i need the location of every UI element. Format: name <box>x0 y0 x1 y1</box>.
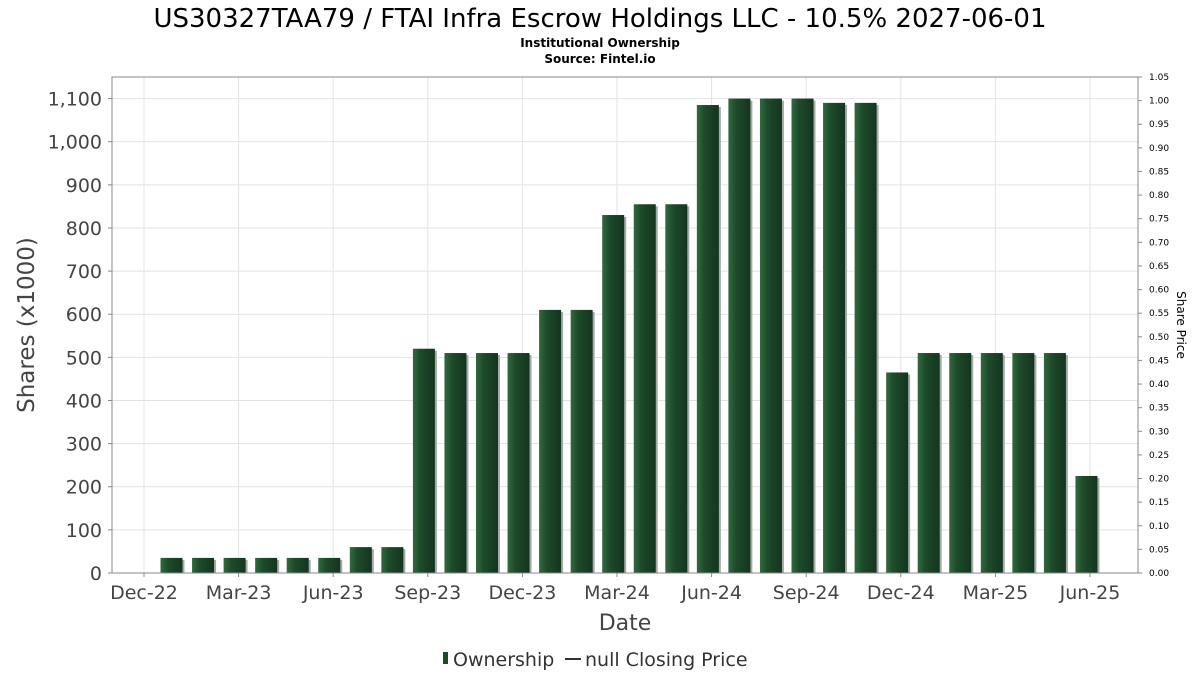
ownership-bar <box>728 98 751 573</box>
x-tick-label: Dec-24 <box>867 582 935 604</box>
y2-tick-label: 0.05 <box>1149 545 1169 555</box>
secondary-y-axis-label: Share Price <box>1174 291 1188 359</box>
x-tick-label: Mar-25 <box>963 582 1029 604</box>
ownership-bar <box>223 557 246 573</box>
ownership-bar <box>602 215 625 573</box>
y-tick-label: 800 <box>66 218 102 240</box>
y2-tick-label: 0.55 <box>1149 309 1169 319</box>
ownership-bar <box>1075 475 1098 573</box>
ownership-bar <box>1012 353 1035 573</box>
y-axis: 0 100 200 300 400 500 600 700 800 900 1,000 1,100 <box>48 89 112 585</box>
ownership-bar <box>823 102 846 573</box>
legend-ownership-label: Ownership <box>453 649 554 671</box>
bars <box>160 98 1100 573</box>
y2-tick-label: 0.85 <box>1149 167 1169 177</box>
y-tick-label: 200 <box>66 477 102 499</box>
ownership-bar <box>570 309 593 573</box>
ownership-bar <box>633 204 656 573</box>
y2-tick-label: 0.60 <box>1149 286 1169 296</box>
ownership-bar <box>318 557 341 573</box>
ownership-bar <box>286 557 309 573</box>
chart-subtitle: Institutional Ownership <box>520 36 680 50</box>
y2-tick-label: 0.20 <box>1149 475 1169 485</box>
chart-title: US30327TAA79 / FTAI Infra Escrow Holding… <box>153 4 1046 34</box>
plot-area <box>111 76 1139 574</box>
y-tick-label: 400 <box>66 390 102 412</box>
x-axis: Dec-22 Mar-23 Jun-23 Sep-23 Dec-23 Mar-24 Jun-… <box>110 573 1120 604</box>
y2-tick-label: 0.25 <box>1149 451 1169 461</box>
y2-tick-label: 0.15 <box>1149 498 1169 508</box>
y2-tick-label: 0.00 <box>1149 569 1169 579</box>
y-tick-label: 500 <box>66 347 102 369</box>
ownership-bar <box>759 98 782 573</box>
ownership-bar <box>886 372 909 573</box>
legend-price-label: null Closing Price <box>585 649 748 671</box>
y-tick-label: 900 <box>66 175 102 197</box>
y-tick-label: 100 <box>66 520 102 542</box>
ownership-bar <box>696 105 719 573</box>
ownership-bar <box>854 102 877 573</box>
y2-tick-label: 0.50 <box>1149 333 1169 343</box>
y-tick-label: 700 <box>66 261 102 283</box>
y2-tick-label: 1.00 <box>1149 97 1169 107</box>
ownership-bar <box>255 557 278 573</box>
x-tick-label: Mar-23 <box>206 582 272 604</box>
y2-tick-label: 0.80 <box>1149 191 1169 201</box>
y-axis-label: Shares (x1000) <box>14 237 40 413</box>
y2-tick-label: 0.65 <box>1149 262 1169 272</box>
chart-source: Source: Fintel.io <box>544 52 655 66</box>
ownership-bar <box>507 353 530 573</box>
ownership-bar <box>949 353 972 573</box>
ownership-bar <box>980 353 1003 573</box>
ownership-bar <box>160 557 183 573</box>
x-tick-label: Dec-23 <box>488 582 556 604</box>
ownership-bar <box>192 557 215 573</box>
y2-tick-label: 1.05 <box>1149 73 1169 83</box>
x-tick-label: Jun-25 <box>1059 582 1121 604</box>
y-tick-label: 300 <box>66 434 102 456</box>
ownership-bar <box>349 547 372 573</box>
ownership-bar <box>539 309 562 573</box>
x-tick-label: Dec-22 <box>110 582 178 604</box>
y2-tick-label: 0.30 <box>1149 427 1169 437</box>
x-tick-label: Jun-23 <box>302 582 364 604</box>
y2-tick-label: 0.95 <box>1149 120 1169 130</box>
y2-tick-label: 0.10 <box>1149 522 1169 532</box>
ownership-bar <box>476 353 498 573</box>
y2-tick-label: 0.45 <box>1149 356 1169 366</box>
y-tick-label: 1,000 <box>48 132 102 154</box>
ownership-bar <box>1043 353 1066 573</box>
legend-ownership-swatch <box>443 652 448 664</box>
x-tick-label: Sep-23 <box>394 582 461 604</box>
ownership-bar <box>381 547 404 573</box>
x-tick-label: Jun-24 <box>680 582 742 604</box>
y-tick-label: 1,100 <box>48 89 102 111</box>
ownership-bar <box>917 353 940 573</box>
y2-tick-label: 0.40 <box>1149 380 1169 390</box>
y2-tick-label: 0.75 <box>1149 215 1169 225</box>
y2-tick-label: 0.90 <box>1149 144 1169 154</box>
y2-tick-label: 0.35 <box>1149 404 1169 414</box>
ownership-bar <box>412 348 435 573</box>
ownership-bar <box>444 353 467 573</box>
ownership-bar <box>791 98 814 573</box>
legend: Ownership null Closing Price <box>443 649 748 671</box>
y-tick-label: 600 <box>66 304 102 326</box>
y2-tick-label: 0.70 <box>1149 238 1169 248</box>
secondary-y-axis: 0.00 0.05 0.10 0.15 0.20 0.25 0.30 0.35 0.40 0.45… <box>1138 73 1169 579</box>
x-tick-label: Mar-24 <box>584 582 650 604</box>
x-tick-label: Sep-24 <box>773 582 840 604</box>
x-axis-label: Date <box>599 611 652 636</box>
y-tick-label: 0 <box>90 563 102 585</box>
ownership-bar <box>665 204 688 573</box>
